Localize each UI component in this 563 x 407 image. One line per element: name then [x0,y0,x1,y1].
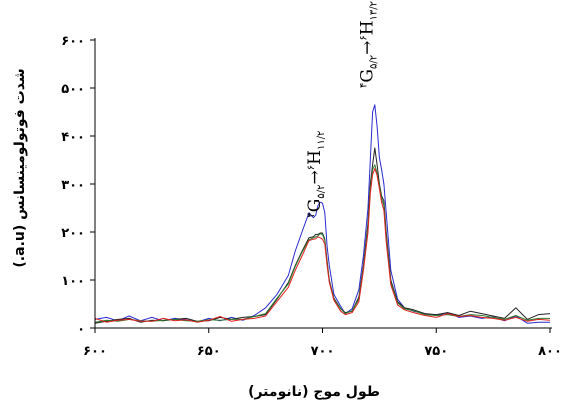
transition-text: ۴G۵/۲→۶H۱۳/۲ [358,1,380,88]
transition-text: ۴G۵/۲→۶H۱۱/۲ [305,131,327,218]
annotations: ۴G۵/۲→۶H۱۱/۲ ۴G۵/۲→۶H۱۳/۲ [305,1,379,218]
transition-label-2: ۴G۵/۲→۶H۱۳/۲ [358,1,380,88]
tick-labels: ۰ ۱۰۰ ۲۰۰ ۳۰۰ ۴۰۰ ۵۰۰ ۶۰۰ ۶۰۰ ۶۵۰ ۷۰۰ ۷۵۰ ۸۰۰ [61,34,562,359]
y-axis-title: شدت فوتولومینسانس (a.u.) [12,68,28,267]
axes [90,38,552,333]
transition-label-1: ۴G۵/۲→۶H۱۱/۲ [305,131,327,218]
series-layer [94,104,551,324]
y-tick-label: ۵۰۰ [61,82,85,97]
x-axis-title: طول موج (نانومتر) [248,384,380,400]
x-tick-label: ۷۵۰ [424,344,448,359]
y-tick-label: ۳۰۰ [61,178,85,193]
y-tick-label: ۱۰۰ [61,274,85,289]
x-tick-label: ۶۰۰ [83,344,107,359]
x-tick-label: ۷۰۰ [311,344,335,359]
y-tick-label: ۴۰۰ [61,130,85,145]
x-tick-label: ۶۵۰ [197,344,221,359]
y-tick-label: ۶۰۰ [61,34,85,49]
series-line-4 [94,168,551,323]
y-tick-label: ۲۰۰ [61,226,85,241]
y-tick-label: ۰ [77,322,85,337]
series-line-3 [94,164,550,323]
x-tick-label: ۸۰۰ [538,344,562,359]
